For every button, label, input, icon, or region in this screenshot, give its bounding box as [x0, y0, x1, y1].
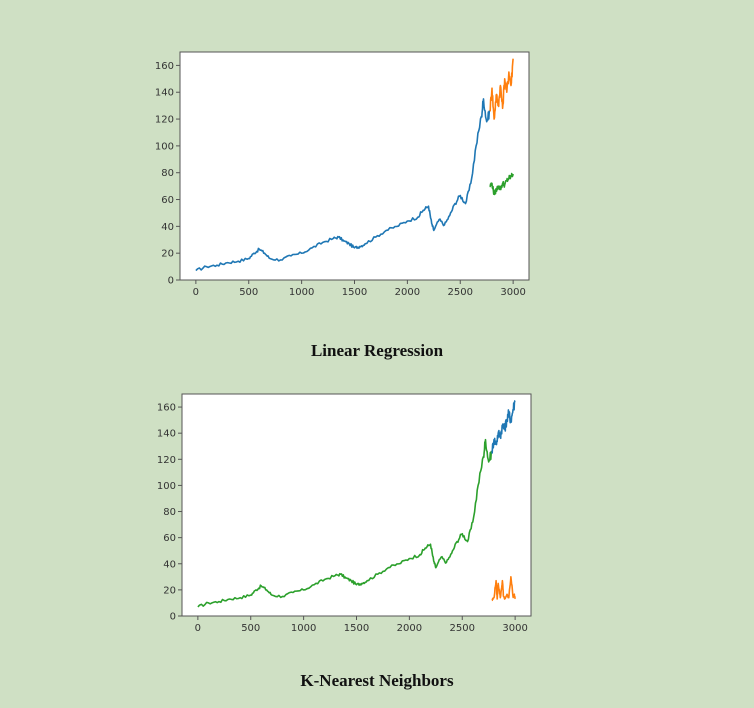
knn-series-line-0 [197, 438, 493, 608]
lr-ytick-label: 100 [155, 141, 174, 152]
knn-ytick-label: 100 [157, 481, 176, 492]
knn-ytick-label: 140 [157, 429, 176, 440]
knn-chart: 0 20 40 60 80 100 120 140 160 0 500 1000 1500 2000 250… [157, 393, 532, 634]
lr-ytick-label: 40 [161, 222, 174, 233]
knn-xtick-label: 0 [195, 623, 201, 634]
knn-series-line-1 [491, 400, 516, 454]
lr-series-line-2 [489, 172, 514, 196]
knn-ytick-label: 60 [163, 533, 176, 544]
lr-ytick-label: 120 [155, 115, 174, 126]
knn-xtick-label: 3000 [502, 623, 527, 634]
lr-ytick-label: 60 [161, 195, 174, 206]
lr-xtick-label: 3000 [500, 287, 525, 298]
knn-ytick-label: 80 [163, 507, 176, 518]
knn-plot-area [181, 393, 532, 617]
knn-ytick-label: 20 [163, 585, 176, 596]
knn-xtick-label: 1000 [291, 623, 316, 634]
lr-plot-area [179, 51, 530, 281]
lr-ytick-label: 160 [155, 61, 174, 72]
linear-regression-chart: 0 20 40 60 80 100 120 140 160 0 500 1000 1500 2000 250… [155, 51, 530, 298]
knn-ytick-label: 40 [163, 559, 176, 570]
knn-ytick-label: 160 [157, 403, 176, 414]
lr-xtick-label: 1000 [289, 287, 314, 298]
chart-caption-linear-regression: Linear Regression [310, 341, 444, 360]
knn-series-line-2 [491, 576, 516, 602]
chart-caption-knn: K-Nearest Neighbors [300, 671, 454, 690]
lr-xtick-label: 1500 [342, 287, 367, 298]
knn-ytick-label: 120 [157, 455, 176, 466]
knn-xtick-label: 1500 [344, 623, 369, 634]
knn-ytick-label: 0 [170, 612, 176, 623]
lr-ytick-label: 20 [161, 249, 174, 260]
lr-xtick-label: 500 [239, 287, 258, 298]
knn-xtick-label: 2000 [397, 623, 422, 634]
knn-xtick-label: 2500 [450, 623, 475, 634]
lr-ytick-label: 140 [155, 88, 174, 99]
lr-xtick-label: 0 [193, 287, 199, 298]
knn-xtick-label: 500 [241, 623, 260, 634]
lr-series-line-0 [195, 98, 491, 272]
lr-ytick-label: 0 [168, 276, 174, 287]
lr-xtick-label: 2500 [448, 287, 473, 298]
lr-ytick-label: 80 [161, 168, 174, 179]
lr-series-line-1 [489, 58, 514, 120]
lr-xtick-label: 2000 [395, 287, 420, 298]
